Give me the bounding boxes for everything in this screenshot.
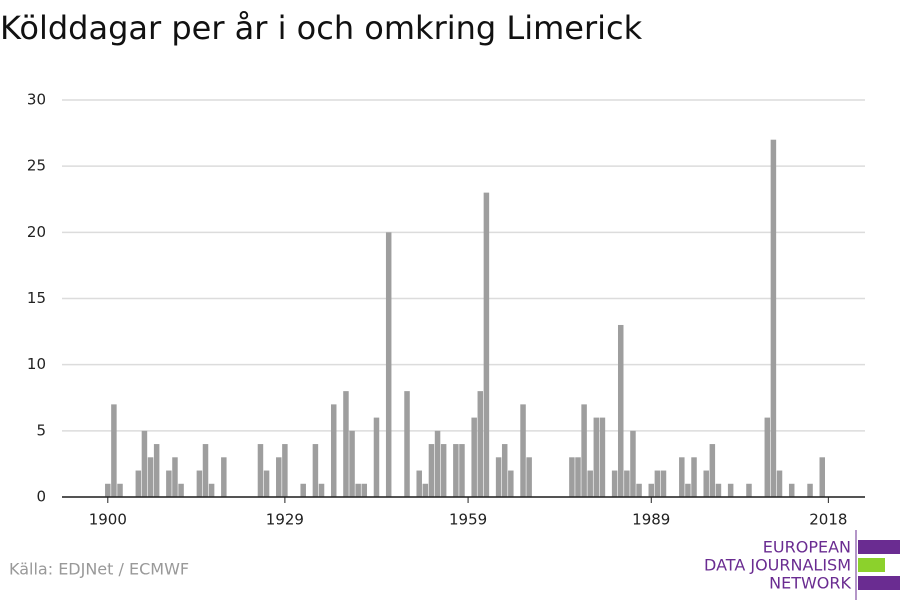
bar [709,444,716,497]
bar [575,457,581,497]
bar [581,404,587,497]
bar [105,483,111,497]
y-tick-label: 25 [27,157,46,175]
bar [770,139,777,497]
bar [471,417,477,497]
y-tick-label: 10 [27,355,46,373]
bar [630,430,636,497]
bar [208,483,215,497]
x-tick-label: 1989 [632,511,670,529]
bar [624,470,630,497]
bar [654,470,661,497]
bar [178,483,184,497]
bar [404,391,410,497]
bar [764,417,771,497]
logo-bar [858,576,900,590]
chart-title: Kölddagar per år i och omkring Limerick [0,9,643,47]
bar [691,457,697,497]
bar [111,404,117,497]
bar [257,444,264,497]
bar [477,391,484,497]
bar [349,430,355,497]
y-tick-label: 0 [36,488,46,506]
bar [141,430,148,497]
bar [703,470,709,497]
y-tick-label: 30 [27,91,46,109]
bar [300,483,306,497]
bar [636,483,642,497]
bar [361,483,368,497]
bar [343,391,349,497]
x-tick-label: 1929 [266,511,304,529]
bar [599,417,606,497]
bar [330,404,337,497]
bar [685,483,691,497]
bar [776,470,783,497]
bar [593,417,600,497]
bar [422,483,429,497]
bar [746,483,752,497]
logo-text: DATA JOURNALISM [704,556,851,575]
logo-bar [858,558,885,572]
bar [355,483,361,497]
bar [788,483,795,497]
bar [819,457,826,497]
bar [483,192,490,497]
bar [727,483,734,497]
bar [715,483,722,497]
bar [135,470,142,497]
bar [196,470,203,497]
bar [147,457,154,497]
logo-text: NETWORK [769,574,851,593]
bar [617,324,624,497]
bar [263,470,270,497]
bar [453,444,459,497]
bar [385,232,392,498]
bar [416,470,422,497]
y-tick-label: 5 [36,421,46,439]
bar [679,457,685,497]
bar [440,444,447,497]
y-tick-label: 15 [27,289,46,307]
y-tick-label: 20 [27,223,46,241]
bar [807,483,813,497]
bar [312,444,319,497]
logo-text: EUROPEAN [763,538,851,557]
bar [117,483,123,497]
bar [587,470,593,497]
bar [221,457,227,497]
bar [459,444,465,497]
logo-bar [858,540,900,554]
bar [569,457,575,497]
bar [318,483,325,497]
bar [520,404,526,497]
x-tick-label: 2018 [809,511,847,529]
x-tick-label: 1959 [449,511,487,529]
bar [202,444,209,497]
bar [495,457,502,497]
bar [172,457,178,497]
bar [428,444,435,497]
bar [282,444,288,497]
bar [373,417,380,497]
bar [660,470,667,497]
bar [508,470,514,497]
bar [501,444,508,497]
bar [611,470,618,497]
bar [526,457,532,497]
bar [153,444,160,497]
source: Källa: EDJNet / ECMWF [9,560,189,579]
bar [434,430,441,497]
x-tick-label: 1900 [89,511,127,529]
bar [276,457,282,497]
bar [166,470,172,497]
bar [648,483,655,497]
